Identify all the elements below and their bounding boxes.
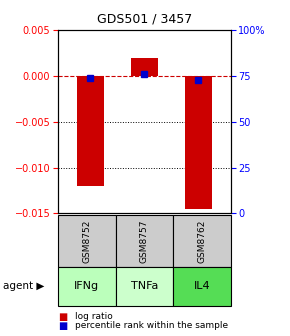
Text: GDS501 / 3457: GDS501 / 3457 [97, 13, 193, 26]
Text: IL4: IL4 [193, 282, 210, 291]
Text: agent ▶: agent ▶ [3, 282, 44, 291]
Bar [185, 76, 212, 209]
Text: GSM8757: GSM8757 [140, 219, 149, 263]
Text: log ratio: log ratio [75, 312, 113, 321]
Text: percentile rank within the sample: percentile rank within the sample [75, 322, 229, 330]
Text: GSM8752: GSM8752 [82, 219, 91, 263]
Text: TNFa: TNFa [130, 282, 158, 291]
Text: ■: ■ [58, 321, 67, 331]
Text: ■: ■ [58, 311, 67, 322]
Text: GSM8762: GSM8762 [197, 219, 206, 263]
Text: IFNg: IFNg [74, 282, 99, 291]
Bar [131, 58, 158, 76]
Bar [77, 76, 104, 186]
